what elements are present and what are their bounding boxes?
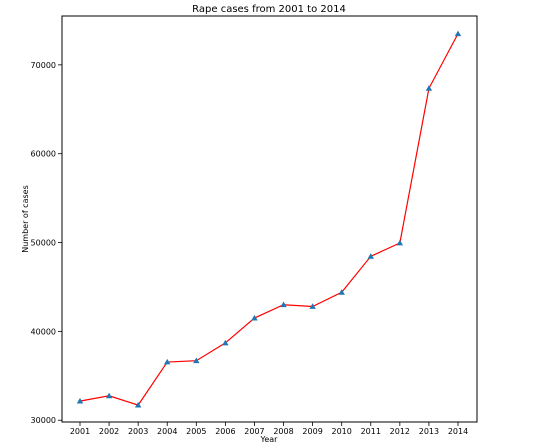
chart-title: Rape cases from 2001 to 2014 <box>192 4 346 15</box>
data-point-marker <box>134 401 142 408</box>
y-tick-label: 70000 <box>31 61 56 70</box>
data-point-marker <box>338 289 345 295</box>
data-point-marker <box>454 30 462 37</box>
plot-frame <box>61 15 478 423</box>
data-point-marker <box>309 303 316 309</box>
x-tick-label: 2006 <box>215 427 235 436</box>
data-point-marker <box>105 392 113 399</box>
x-axis-label: Year <box>260 435 279 444</box>
x-tick-label: 2003 <box>128 427 148 436</box>
data-point-marker <box>367 253 374 259</box>
y-tick-label: 50000 <box>31 239 56 248</box>
y-tick-label: 30000 <box>31 416 56 425</box>
data-point-marker <box>193 357 200 364</box>
x-tick-label: 2009 <box>302 427 322 436</box>
x-tick-label: 2001 <box>70 427 90 436</box>
x-tick-label: 2013 <box>419 427 439 436</box>
data-point-marker <box>396 239 404 246</box>
data-point-marker <box>222 339 229 346</box>
y-tick-label: 60000 <box>31 150 56 159</box>
x-tick-label: 2014 <box>448 427 468 436</box>
y-tick-label: 40000 <box>31 327 56 336</box>
x-axis: 2001 2002 2003 2004 2005 2006 2007 2008 2009 2010… <box>70 422 468 436</box>
x-tick-label: 2011 <box>361 427 381 436</box>
y-axis: 30000 40000 50000 60000 70000 <box>31 61 62 425</box>
x-tick-label: 2004 <box>157 427 177 436</box>
x-tick-label: 2007 <box>244 427 264 436</box>
series-line <box>79 33 459 406</box>
data-point-marker <box>251 314 258 321</box>
y-axis-label: Number of cases <box>21 185 30 253</box>
data-point-marker <box>280 301 287 308</box>
data-point-marker <box>76 397 84 404</box>
x-tick-label: 2005 <box>186 427 206 436</box>
data-point-marker <box>164 358 171 365</box>
data-point-marker <box>425 85 433 91</box>
series-markers <box>76 30 462 408</box>
x-tick-label: 2002 <box>99 427 119 436</box>
x-tick-label: 2010 <box>332 427 352 436</box>
x-tick-label: 2008 <box>273 427 293 436</box>
x-tick-label: 2012 <box>390 427 410 436</box>
